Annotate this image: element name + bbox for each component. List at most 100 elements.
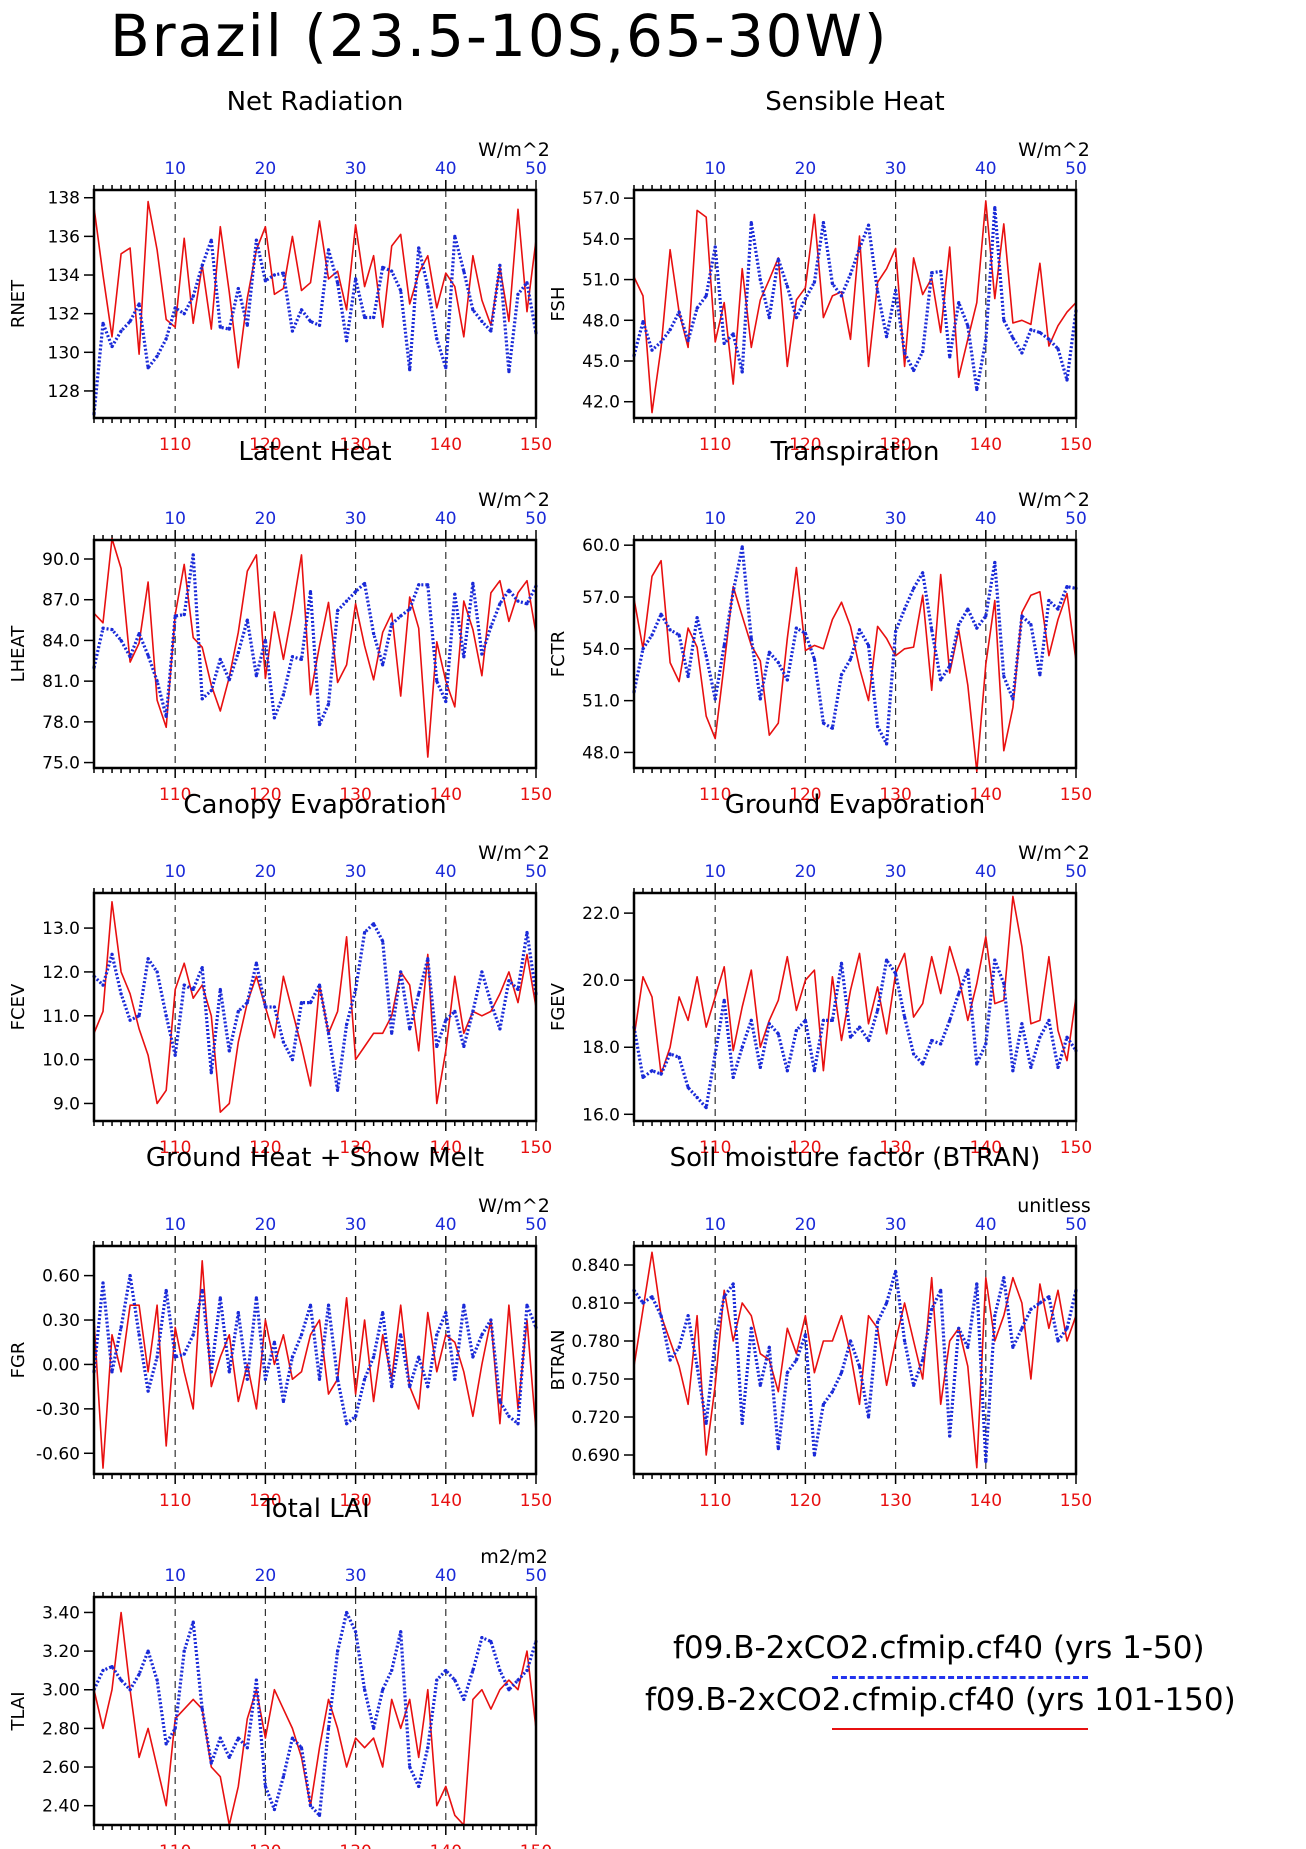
data-point-a: [731, 332, 735, 336]
y-tick-label: 0.690: [571, 1446, 620, 1466]
data-point-a: [173, 1726, 177, 1730]
panel-title: Latent Heat: [238, 437, 391, 467]
data-point-a: [507, 979, 511, 983]
data-point-a: [1029, 1307, 1033, 1311]
data-point-a: [489, 625, 493, 629]
x-tick-label-bottom: 140: [970, 785, 1002, 805]
series-line-yrs-1-50: [92, 553, 538, 727]
data-point-a: [650, 633, 654, 637]
data-point-a: [363, 315, 367, 320]
y-tick-label: 90.0: [42, 550, 80, 570]
x-tick-label-top: 30: [885, 159, 907, 179]
x-tick-label-bottom: 150: [520, 435, 552, 455]
data-point-a: [659, 612, 663, 616]
x-tick-label-top: 20: [795, 159, 817, 179]
data-point-a: [344, 339, 349, 343]
data-point-a: [326, 1726, 331, 1730]
data-point-a: [290, 1736, 295, 1740]
data-point-a: [399, 614, 403, 618]
data-point-a: [173, 1053, 177, 1057]
data-point-a: [372, 632, 376, 636]
data-point-a: [848, 1339, 853, 1343]
y-tick-label: 130: [48, 343, 80, 363]
x-tick-label-top: 10: [164, 509, 186, 529]
data-point-a: [290, 1355, 295, 1359]
data-point-a: [1047, 337, 1051, 341]
x-tick-label-bottom: 120: [789, 435, 821, 455]
data-point-a: [155, 354, 159, 358]
data-point-a: [218, 987, 222, 992]
data-point-a: [794, 1028, 798, 1033]
x-tick-label-bottom: 130: [339, 1842, 371, 1849]
data-point-a: [227, 1755, 231, 1759]
x-tick-label-bottom: 130: [879, 785, 911, 805]
data-point-a: [381, 1311, 385, 1315]
series-line-yrs-1-50: [632, 206, 1078, 392]
data-point-a: [426, 583, 430, 587]
data-point-a: [516, 599, 520, 603]
data-point-a: [848, 272, 853, 276]
x-tick-label-top: 10: [164, 1566, 186, 1586]
data-point-a: [236, 651, 240, 655]
data-point-a: [191, 294, 195, 298]
data-point-a: [308, 1303, 313, 1307]
data-point-a: [363, 930, 367, 935]
data-point-a: [317, 323, 322, 327]
data-point-a: [1002, 981, 1006, 986]
x-tick-label-top: 10: [704, 862, 726, 882]
x-tick-label-top: 40: [435, 159, 457, 179]
x-tick-label-bottom: 150: [520, 1491, 552, 1511]
data-point-a: [200, 1288, 204, 1293]
data-point-a: [182, 1352, 186, 1356]
x-tick-label-top: 40: [435, 509, 457, 529]
series-line-yrs-1-50: [632, 545, 1077, 746]
data-point-a: [453, 1009, 457, 1013]
y-axis-label: TLAI: [8, 1691, 29, 1731]
data-point-a: [722, 998, 726, 1002]
data-point-a: [137, 302, 141, 306]
data-point-a: [857, 1025, 862, 1029]
data-point-a: [1047, 1018, 1051, 1023]
data-point-a: [939, 1288, 943, 1292]
data-point-a: [1056, 347, 1060, 351]
x-tick-label-bottom: 140: [430, 1138, 462, 1158]
data-point-a: [101, 321, 105, 325]
data-point-a: [245, 618, 249, 622]
data-point-a: [686, 1085, 690, 1090]
data-point-a: [372, 922, 376, 926]
data-point-a: [200, 1707, 204, 1711]
data-point-a: [272, 1340, 277, 1344]
series-line-yrs-1-50: [92, 1610, 538, 1817]
data-point-a: [254, 1296, 258, 1300]
data-point-a: [839, 961, 844, 966]
plot-frame: [632, 891, 1078, 1123]
data-point-a: [939, 1042, 943, 1046]
data-point-a: [939, 678, 943, 682]
data-point-a: [335, 608, 340, 613]
data-point-a: [110, 1370, 114, 1374]
data-point-a: [263, 638, 267, 643]
data-point-a: [875, 1320, 880, 1324]
data-point-a: [209, 1370, 213, 1374]
data-point-a: [408, 368, 412, 372]
panel-btran: Soil moisture factor (BTRAN) unitless 110 1…: [548, 1143, 1092, 1511]
data-point-a: [146, 653, 150, 657]
data-point-a: [110, 952, 114, 956]
data-point-a: [317, 722, 322, 727]
data-point-a: [227, 327, 231, 331]
panel-rnet: Net Radiation W/m^2 110 120 130 140 150 10 20 30 4…: [8, 87, 552, 455]
y-tick-label: 3.20: [42, 1642, 80, 1662]
y-tick-label: 0.840: [571, 1256, 620, 1276]
x-tick-label-bottom: 110: [159, 1491, 191, 1511]
data-point-a: [344, 1610, 349, 1615]
x-tick-label-top: 50: [525, 1566, 547, 1586]
x-tick-label-top: 50: [1065, 159, 1087, 179]
y-tick-label: 13.0: [42, 919, 80, 939]
data-point-a: [417, 992, 421, 996]
data-point-a: [984, 614, 988, 618]
data-point-a: [272, 716, 277, 720]
x-tick-label-bottom: 120: [249, 785, 281, 805]
data-point-a: [281, 1399, 286, 1404]
data-point-a: [740, 1045, 744, 1049]
data-point-a: [281, 1775, 286, 1779]
